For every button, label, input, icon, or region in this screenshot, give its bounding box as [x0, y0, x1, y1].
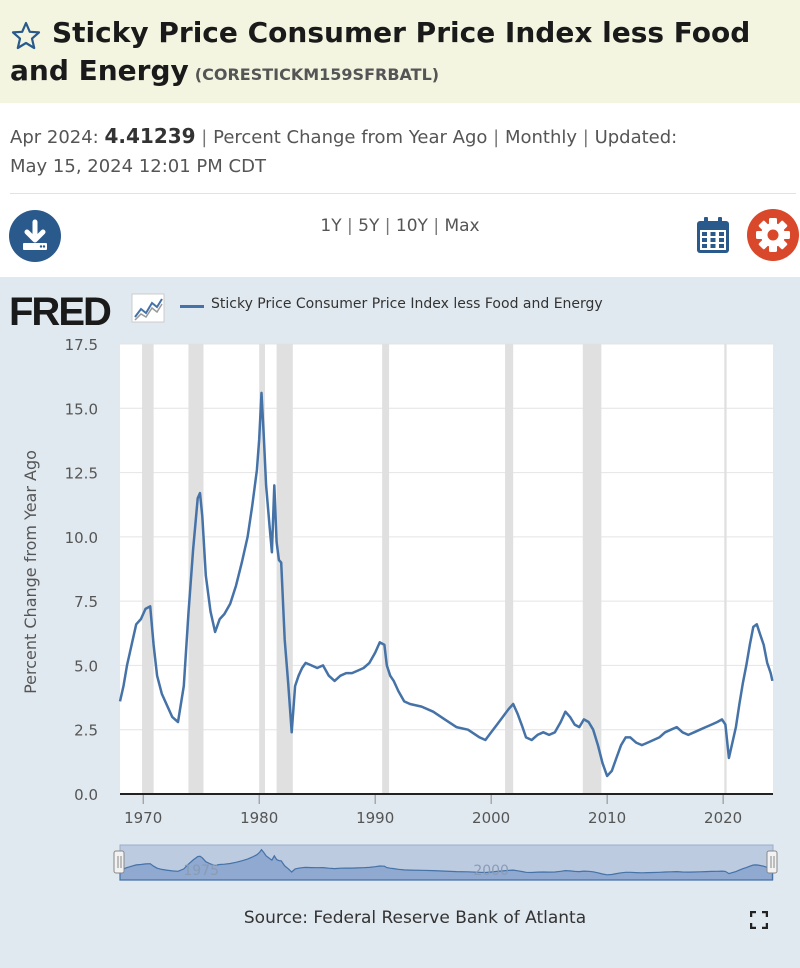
plot-area	[120, 344, 773, 794]
fullscreen-icon[interactable]	[750, 911, 768, 929]
x-tick-label: 2010	[588, 809, 626, 827]
x-tick-label: 1980	[240, 809, 278, 827]
y-tick-label: 12.5	[65, 465, 98, 483]
range-1y[interactable]: 1Y	[320, 216, 342, 236]
download-button[interactable]	[9, 210, 61, 262]
range-navigator[interactable]: 1975 2000	[113, 844, 778, 881]
separator: |	[433, 216, 440, 236]
gear-icon	[756, 218, 790, 252]
separator: |	[201, 127, 208, 148]
series-line	[118, 391, 774, 778]
y-axis-title: Percent Change from Year Ago	[21, 450, 40, 694]
navigator-handle	[113, 850, 125, 874]
series-title: Sticky Price Consumer Price Index less F…	[10, 16, 751, 87]
calendar-icon[interactable]	[696, 216, 730, 254]
range-selector: 1Y | 5Y | 10Y | Max	[0, 216, 800, 236]
star-icon[interactable]	[10, 20, 42, 52]
separator: |	[493, 127, 500, 148]
navigator-label: 2000	[473, 863, 509, 879]
y-tick-label: 0.0	[74, 786, 98, 804]
range-10y[interactable]: 10Y	[395, 216, 428, 236]
y-tick-label: 10.0	[65, 529, 98, 547]
settings-button[interactable]	[747, 209, 799, 261]
navigator-label: 1975	[183, 863, 219, 879]
y-tick-label: 5.0	[74, 657, 98, 675]
units-label: Percent Change from Year Ago	[213, 127, 488, 148]
fred-graph-icon	[131, 293, 165, 323]
y-tick-label: 17.5	[65, 336, 98, 354]
recession-band	[582, 344, 602, 794]
range-max[interactable]: Max	[444, 216, 480, 236]
updated-label: Updated:	[594, 127, 678, 148]
recession-band	[382, 344, 390, 794]
recession-band	[505, 344, 514, 794]
title-band	[0, 0, 800, 103]
y-tick-label: 7.5	[74, 593, 98, 611]
updated-date: May 15, 2024 12:01 PM CDT	[10, 156, 266, 177]
recession-band	[188, 344, 204, 794]
observation-value: 4.41239	[104, 124, 196, 148]
divider	[10, 193, 796, 194]
frequency-label: Monthly	[504, 127, 578, 148]
recession-band	[259, 344, 265, 794]
y-tick-label: 15.0	[65, 400, 98, 418]
x-tick-label: 1990	[356, 809, 394, 827]
navigator-series	[119, 848, 773, 881]
legend-label: Sticky Price Consumer Price Index less F…	[211, 296, 603, 312]
y-tick-label: 2.5	[74, 722, 98, 740]
recession-band	[142, 344, 154, 794]
fred-logo: FRED	[9, 290, 112, 334]
range-5y[interactable]: 5Y	[358, 216, 380, 236]
page-title: Sticky Price Consumer Price Index less F…	[10, 14, 790, 94]
line-chart: Percent Change from Year Ago 0.0 2.5 5.0 7.…	[21, 336, 778, 881]
x-tick-label: 2000	[472, 809, 510, 827]
separator: |	[384, 216, 391, 236]
observation-date: Apr 2024:	[10, 127, 99, 148]
separator: |	[582, 127, 589, 148]
download-icon	[23, 219, 47, 250]
series-meta: Apr 2024: 4.41239 | Percent Change from …	[10, 122, 770, 181]
recession-band	[724, 344, 727, 794]
series-id: (CORESTICKM159SFRBATL)	[194, 65, 440, 84]
separator: |	[346, 216, 353, 236]
x-tick-label: 2020	[704, 809, 742, 827]
navigator-handle	[766, 850, 778, 874]
source-label: Source: Federal Reserve Bank of Atlanta	[243, 908, 587, 928]
legend-line-swatch	[180, 305, 204, 308]
x-tick-label: 1970	[124, 809, 162, 827]
